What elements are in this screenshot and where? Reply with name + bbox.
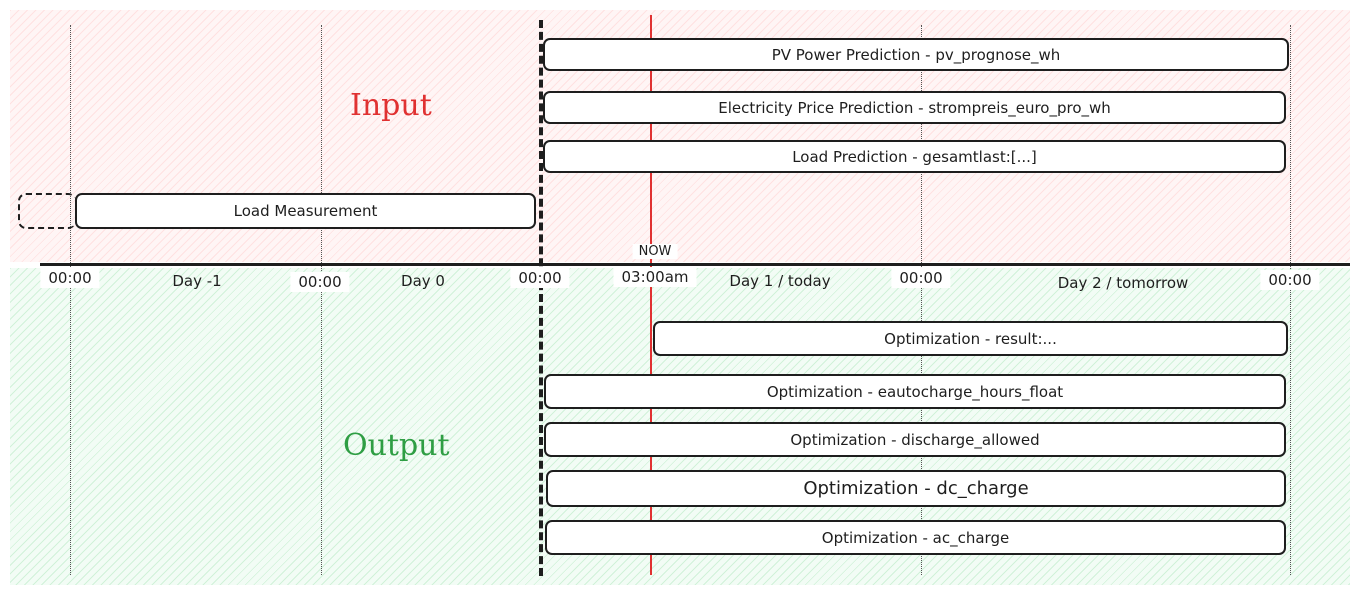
tick-label: 00:00 [290,272,350,292]
price-prediction-bar: Electricity Price Prediction - stromprei… [543,91,1286,124]
optimization-result-bar: Optimization - result:... [653,321,1288,356]
output-label: Output [343,428,450,463]
day-boundary-line [321,25,322,575]
load-prediction-bar: Load Prediction - gesamtlast:[...] [543,140,1286,173]
day-boundary-line [1290,25,1291,575]
day-label: Day 0 [401,272,445,290]
load-measurement-history-box [18,193,76,229]
ac-charge-bar: Optimization - ac_charge [545,520,1286,555]
timeline-axis [40,263,1350,266]
dc-charge-bar: Optimization - dc_charge [546,470,1286,507]
day-label: Day 1 / today [729,272,831,290]
now-label: NOW [632,244,678,259]
today-start-line [539,20,543,576]
now-time-label: 03:00am [613,267,697,287]
pv-prediction-bar: PV Power Prediction - pv_prognose_wh [543,38,1289,71]
day-boundary-line [921,25,922,575]
tick-label: 00:00 [510,268,570,288]
tick-label: 00:00 [1260,270,1320,290]
eautocharge-bar: Optimization - eautocharge_hours_float [544,374,1286,409]
now-line [650,15,652,575]
discharge-allowed-bar: Optimization - discharge_allowed [544,422,1286,457]
day-boundary-line [70,25,71,575]
day-label: Day 2 / tomorrow [1057,274,1189,292]
day-label: Day -1 [172,272,222,290]
tick-label: 00:00 [891,268,951,288]
load-measurement-bar: Load Measurement [75,193,536,229]
input-label: Input [350,88,432,123]
tick-label: 00:00 [40,268,100,288]
